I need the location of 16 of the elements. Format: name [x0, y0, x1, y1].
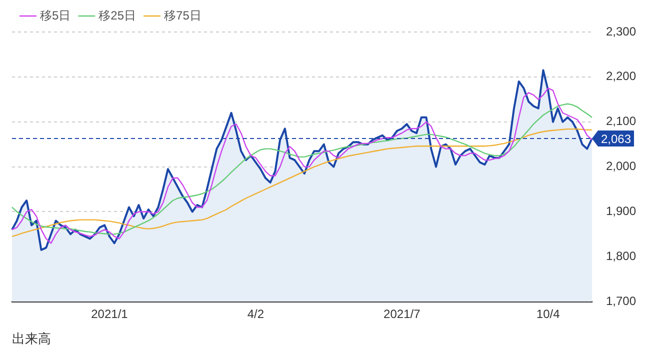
- x-tick-label: 10/4: [536, 307, 560, 322]
- ref-line-label: 2,063: [600, 132, 632, 146]
- x-tick-label: 2021/7: [384, 307, 421, 322]
- legend-label: 移25日: [98, 8, 136, 22]
- legend-label: 移5日: [40, 8, 71, 22]
- y-tick-label: 2,300: [606, 24, 636, 38]
- legend-label: 移75日: [164, 8, 202, 22]
- y-tick-label: 2,000: [606, 159, 636, 174]
- x-tick-label: 2021/1: [91, 307, 128, 322]
- y-tick-label: 2,200: [606, 69, 636, 84]
- x-tick-label: 4/2: [247, 307, 264, 322]
- text: 出来高: [12, 330, 51, 347]
- y-tick-label: 1,700: [606, 294, 636, 308]
- y-tick-label: 1,900: [606, 204, 636, 218]
- y-tick-label: 1,800: [606, 248, 636, 263]
- y-tick-label: 2,100: [606, 114, 636, 128]
